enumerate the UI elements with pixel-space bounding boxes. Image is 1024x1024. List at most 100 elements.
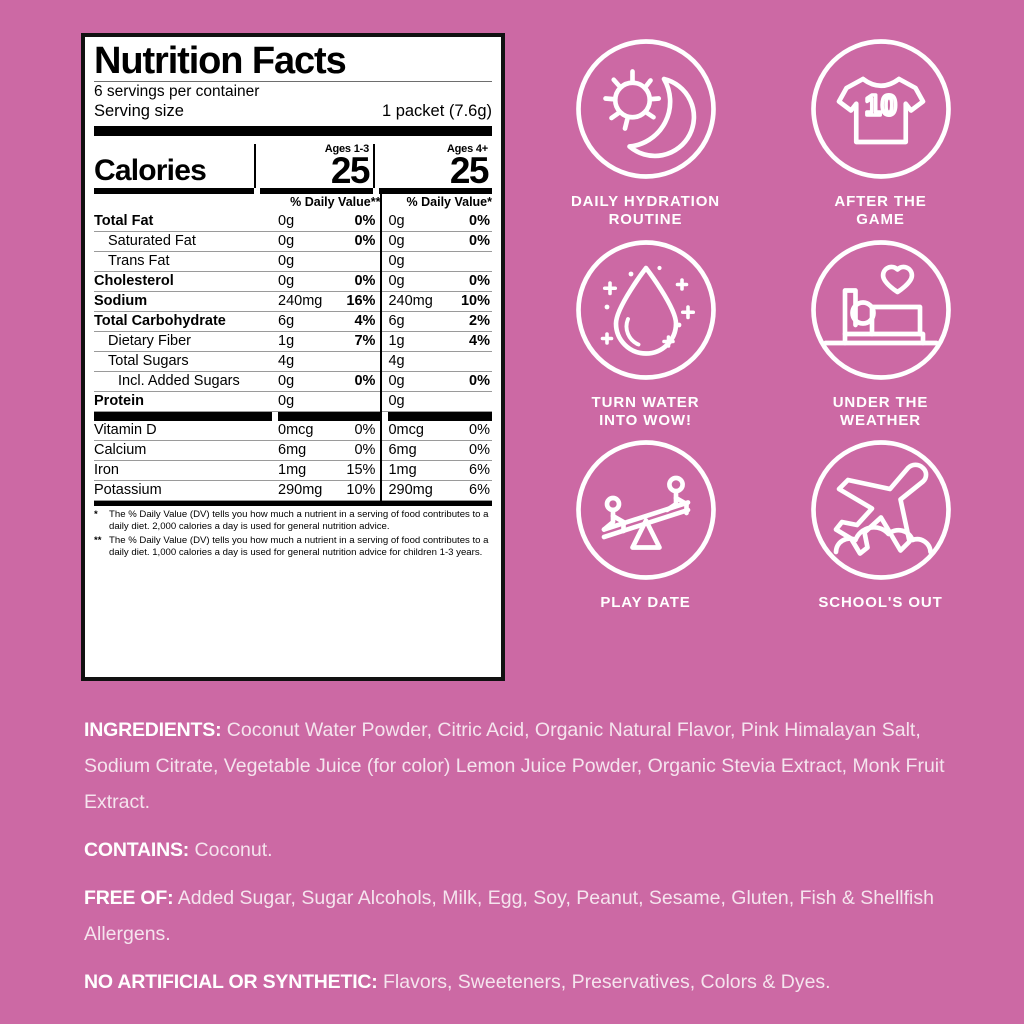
nutrient-dv-ages-4plus: 2% <box>438 311 492 332</box>
occasion-under-the-weather: UNDER THE WEATHER <box>763 235 998 431</box>
nutrient-amount-ages-1-3: 0g <box>272 211 329 232</box>
micronutrient-name: Iron <box>94 460 273 481</box>
micronutrient-amount-ages-1-3: 0mcg <box>272 420 329 441</box>
nutrient-dv-ages-1-3 <box>328 391 382 412</box>
occasions-grid: DAILY HYDRATION ROUTINE 10 AFTER THE GAM… <box>528 34 998 612</box>
age-header-1: Ages 1-3 <box>324 143 369 156</box>
free-of-heading: FREE OF: <box>84 887 174 910</box>
occasion-label: UNDER THE WEATHER <box>832 393 929 429</box>
micronutrient-row: Iron 1mg 15% 1mg 6% <box>94 460 492 481</box>
nutrient-amount-ages-1-3: 4g <box>272 351 329 372</box>
nutrient-amount-ages-1-3: 240mg <box>272 291 329 312</box>
serving-size-value: 1 packet (7.6g) <box>381 102 492 120</box>
calories-strip: Calories Ages 1-3 25 Ages 4+ 25 <box>94 138 492 192</box>
contains-body: Coconut. <box>194 839 273 862</box>
nutrient-row: Protein 0g 0g <box>94 391 492 412</box>
no-artificial-heading: NO ARTIFICIAL OR SYNTHETIC: <box>84 971 378 994</box>
title-divider <box>94 81 492 83</box>
sun-moon-icon <box>571 34 721 184</box>
nutrient-amount-ages-4plus: 240mg <box>380 291 439 312</box>
micronutrient-amount-ages-4plus: 6mg <box>380 440 439 461</box>
micronutrient-amount-ages-4plus: 0mcg <box>380 420 439 441</box>
nutrient-row: Incl. Added Sugars 0g 0% 0g 0% <box>94 371 492 392</box>
no-artificial-paragraph: NO ARTIFICIAL OR SYNTHETIC: Flavors, Swe… <box>84 964 964 1000</box>
no-artificial-body: Flavors, Sweeteners, Preservatives, Colo… <box>383 971 831 994</box>
nutrient-name: Trans Fat <box>94 251 273 272</box>
nutrient-name: Protein <box>94 391 273 412</box>
nutrient-dv-ages-1-3: 0% <box>328 211 382 232</box>
footnote-mark: * <box>94 508 98 520</box>
serving-size-row: Serving size 1 packet (7.6g) <box>94 102 492 123</box>
footnote-text: The % Daily Value (DV) tells you how muc… <box>109 508 489 533</box>
nutrient-amount-ages-4plus: 0g <box>380 251 439 272</box>
calories-value-1: 25 <box>330 150 371 192</box>
micronutrient-dv-ages-4plus: 6% <box>438 480 492 501</box>
nutrient-name: Cholesterol <box>94 271 273 292</box>
micronutrient-amount-ages-4plus: 1mg <box>380 460 439 481</box>
nutrient-name: Dietary Fiber <box>94 331 273 352</box>
nutrient-name: Incl. Added Sugars <box>94 371 273 392</box>
micronutrient-dv-ages-4plus: 6% <box>438 460 492 481</box>
free-of-body: Added Sugar, Sugar Alcohols, Milk, Egg, … <box>84 887 934 946</box>
nutrient-amount-ages-4plus: 4g <box>380 351 439 372</box>
micronutrient-row: Potassium 290mg 10% 290mg 6% <box>94 480 492 501</box>
nutrient-dv-ages-4plus: 0% <box>438 271 492 292</box>
micronutrient-dv-ages-1-3: 0% <box>328 440 382 461</box>
occasion-schools-out: SCHOOL'S OUT <box>763 435 998 612</box>
nutrient-dv-ages-4plus: 0% <box>438 231 492 252</box>
servings-per-container: 6 servings per container <box>94 83 260 101</box>
micronutrient-dv-ages-1-3: 0% <box>328 420 382 441</box>
nutrient-amount-ages-4plus: 0g <box>380 271 439 292</box>
occasion-play-date: PLAY DATE <box>528 435 763 612</box>
footnote-text: The % Daily Value (DV) tells you how muc… <box>109 534 489 559</box>
calories-label: Calories <box>94 153 207 187</box>
nutrient-dv-ages-1-3: 16% <box>328 291 382 312</box>
nutrition-facts-label: Nutrition Facts 6 servings per container… <box>81 33 505 681</box>
nutrient-name: Sodium <box>94 291 273 312</box>
occasion-label: PLAY DATE <box>600 594 691 612</box>
serving-size-label: Serving size <box>94 102 184 120</box>
footnote-item: ** The % Daily Value (DV) tells you how … <box>94 535 492 560</box>
water-drop-icon <box>571 235 721 385</box>
nutrient-dv-ages-1-3: 0% <box>328 271 382 292</box>
micronutrient-name: Calcium <box>94 440 273 461</box>
footnote-mark: ** <box>94 534 102 546</box>
nutrient-amount-ages-1-3: 0g <box>272 231 329 252</box>
nutrient-dv-ages-4plus: 4% <box>438 331 492 352</box>
micronutrient-amount-ages-1-3: 290mg <box>272 480 329 501</box>
footnote-item: * The % Daily Value (DV) tells you how m… <box>94 509 492 534</box>
calories-underline <box>94 187 492 194</box>
bed-heart-icon <box>806 235 956 385</box>
ingredients-paragraph: INGREDIENTS: Coconut Water Powder, Citri… <box>84 712 964 820</box>
nutrient-dv-ages-4plus: 10% <box>438 291 492 312</box>
nutrient-dv-ages-4plus <box>438 351 492 372</box>
nutrient-row: Trans Fat 0g 0g <box>94 251 492 272</box>
micronutrient-dv-ages-1-3: 15% <box>328 460 382 481</box>
nutrient-dv-ages-4plus <box>438 251 492 272</box>
micronutrient-dv-ages-4plus: 0% <box>438 440 492 461</box>
nutrient-amount-ages-4plus: 6g <box>380 311 439 332</box>
nutrient-amount-ages-4plus: 0g <box>380 231 439 252</box>
nutrient-amount-ages-1-3: 6g <box>272 311 329 332</box>
nutrient-row: Cholesterol 0g 0% 0g 0% <box>94 271 492 292</box>
nutrient-dv-ages-1-3: 0% <box>328 231 382 252</box>
heavy-separator-bar <box>94 125 492 136</box>
calories-column-ages-1-3: Ages 1-3 25 <box>254 143 373 192</box>
nutrient-dv-ages-4plus: 0% <box>438 211 492 232</box>
jersey-number: 10 <box>865 90 897 122</box>
seesaw-icon <box>571 435 721 585</box>
occasion-label: AFTER THE GAME <box>834 193 927 229</box>
nutrient-row: Saturated Fat 0g 0% 0g 0% <box>94 231 492 252</box>
nutrients-table: % Daily Value** % Daily Value* Total Fat… <box>94 193 492 412</box>
nutrient-amount-ages-1-3: 0g <box>272 371 329 392</box>
tshirt-icon: 10 <box>806 34 956 184</box>
calories-value-2: 25 <box>449 150 490 192</box>
nutrient-row: Dietary Fiber 1g 7% 1g 4% <box>94 331 492 352</box>
footnote-separator <box>94 500 492 506</box>
nutrition-facts-title: Nutrition Facts <box>94 40 347 82</box>
micronutrient-amount-ages-1-3: 1mg <box>272 460 329 481</box>
nutrient-dv-ages-4plus <box>438 391 492 412</box>
daily-value-header-row: % Daily Value** % Daily Value* <box>94 193 492 212</box>
micronutrient-name: Potassium <box>94 480 273 501</box>
age-header-2: Ages 4+ <box>446 143 488 156</box>
